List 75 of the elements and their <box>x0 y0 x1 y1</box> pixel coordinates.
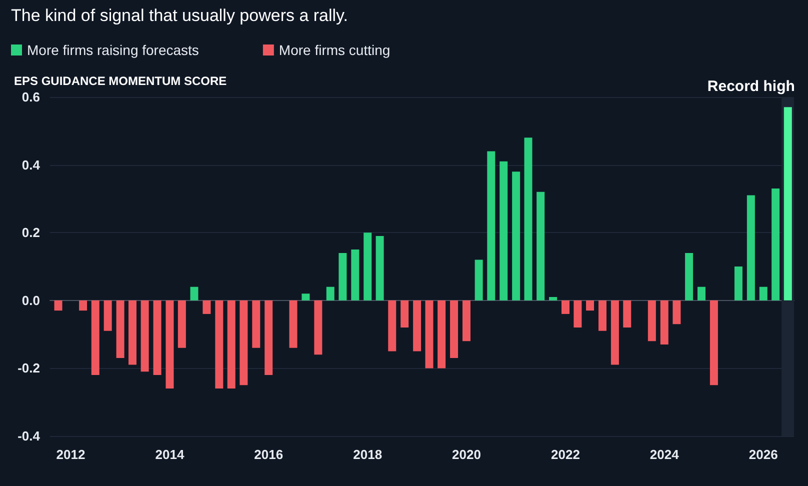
bar <box>574 300 582 328</box>
bar <box>487 151 496 300</box>
bar <box>562 300 570 314</box>
y-tick-label: -0.2 <box>18 360 40 376</box>
y-tick-label: -0.4 <box>18 428 41 444</box>
bar <box>759 286 768 300</box>
x-tick-label: 2022 <box>551 447 580 462</box>
bar <box>264 300 273 375</box>
x-tick-label: 2016 <box>254 447 284 462</box>
bar <box>648 300 656 342</box>
bar <box>153 300 162 375</box>
bar <box>314 300 322 355</box>
bar <box>302 294 310 300</box>
bar <box>474 260 483 300</box>
bar <box>140 300 149 372</box>
bar <box>413 300 422 352</box>
y-tick-label: 0.2 <box>22 225 40 240</box>
bar <box>536 192 545 300</box>
bar <box>289 300 298 348</box>
bar <box>685 252 694 300</box>
legend-label: More firms cutting <box>278 42 390 58</box>
chart-title: The kind of signal that usually powers a rally. <box>11 6 348 25</box>
bar <box>450 300 458 358</box>
bar <box>364 232 372 300</box>
bar <box>351 250 360 300</box>
legend-label: More firms raising forecasts <box>27 42 199 58</box>
bar <box>623 300 632 328</box>
bar <box>54 300 62 311</box>
bar <box>784 107 792 300</box>
x-tick-label: 2012 <box>56 447 86 462</box>
bar <box>462 300 470 342</box>
bar <box>376 236 384 300</box>
bar <box>697 286 706 300</box>
bar <box>710 300 718 386</box>
bar <box>104 300 112 331</box>
bar <box>438 300 446 368</box>
bar <box>734 266 742 300</box>
bar <box>91 300 100 375</box>
x-tick-label: 2018 <box>353 447 382 462</box>
bar <box>500 161 508 300</box>
y-tick-label: 0.4 <box>22 157 41 172</box>
bar <box>252 300 260 348</box>
bar <box>227 300 236 389</box>
bar <box>672 300 681 324</box>
bar <box>116 300 124 358</box>
x-tick-label: 2026 <box>748 447 778 462</box>
bar <box>610 300 619 365</box>
bar <box>166 300 174 389</box>
bar <box>128 300 136 365</box>
bar <box>746 195 755 300</box>
bar <box>586 300 594 311</box>
bar <box>388 300 396 352</box>
bar <box>215 300 224 389</box>
bar <box>202 300 211 314</box>
bar <box>524 138 532 300</box>
bar <box>598 300 606 331</box>
x-tick-label: 2020 <box>452 447 481 462</box>
bar <box>326 286 334 300</box>
bar <box>79 300 88 311</box>
x-tick-label: 2014 <box>155 447 185 462</box>
bar <box>400 300 409 328</box>
x-tick-label: 2024 <box>650 447 680 462</box>
bar <box>425 300 434 368</box>
bar <box>240 300 248 386</box>
bar <box>772 188 780 300</box>
y-tick-label: 0.0 <box>22 292 40 308</box>
bar <box>660 300 668 344</box>
bar <box>338 252 347 300</box>
bar <box>190 286 198 300</box>
bar <box>512 172 520 300</box>
y-axis-title: EPS GUIDANCE MOMENTUM SCORE <box>14 74 227 88</box>
y-tick-label: 0.6 <box>22 90 40 104</box>
bar <box>178 300 186 348</box>
annotation: Record high <box>707 78 795 96</box>
bar <box>549 297 558 300</box>
